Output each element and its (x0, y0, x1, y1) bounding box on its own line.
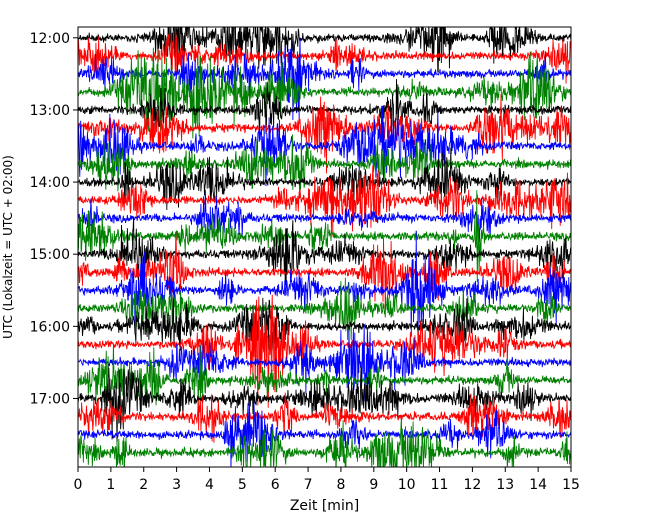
trace-3 (78, 47, 571, 139)
plot-frame (77, 26, 572, 468)
x-tick-label: 8 (336, 477, 345, 493)
y-tick-label: 12:00 (30, 31, 70, 47)
x-tick-label: 15 (562, 477, 580, 493)
trace-23 (78, 415, 571, 467)
y-tick-label: 15:00 (30, 247, 70, 263)
trace-9 (78, 165, 571, 237)
trace-group (78, 27, 571, 467)
x-axis: 0 1 2 3 4 5 6 7 8 9 10 11 12 13 14 15 (74, 467, 580, 493)
trace-5 (78, 94, 571, 174)
trace-17 (78, 294, 571, 408)
x-tick-label: 9 (369, 477, 378, 493)
trace-11 (78, 190, 571, 283)
x-tick-label: 7 (304, 477, 313, 493)
trace-2 (78, 33, 571, 124)
trace-22 (78, 400, 571, 467)
trace-18 (78, 324, 571, 402)
x-tick-label: 13 (496, 477, 514, 493)
y-tick-label: 17:00 (30, 391, 70, 407)
x-tick-label: 14 (529, 477, 547, 493)
x-tick-label: 0 (74, 477, 83, 493)
y-tick-label: 16:00 (30, 319, 70, 335)
x-tick-label: 5 (238, 477, 247, 493)
trace-14 (78, 230, 571, 342)
trace-6 (78, 105, 571, 187)
x-axis-label: Zeit [min] (290, 498, 359, 514)
trace-21 (78, 392, 571, 443)
x-tick-label: 4 (205, 477, 214, 493)
y-axis: 12:00 13:00 14:00 15:00 16:00 17:00 (30, 31, 78, 407)
y-tick-label: 14:00 (30, 175, 70, 191)
x-tick-label: 6 (271, 477, 280, 493)
trace-0 (78, 27, 571, 75)
y-axis-label: UTC (Lokalzeit = UTC + 02:00) (1, 155, 15, 339)
trace-13 (78, 232, 571, 310)
trace-16 (78, 294, 571, 354)
trace-7 (78, 134, 571, 196)
trace-1 (78, 30, 571, 84)
x-tick-label: 2 (139, 477, 148, 493)
x-tick-label: 12 (463, 477, 481, 493)
trace-19 (78, 343, 571, 414)
trace-12 (78, 216, 571, 301)
x-tick-label: 1 (106, 477, 115, 493)
x-tick-label: 10 (398, 477, 416, 493)
trace-20 (78, 364, 571, 445)
y-tick-label: 13:00 (30, 103, 70, 119)
x-tick-label: 3 (172, 477, 181, 493)
trace-10 (78, 189, 571, 244)
trace-15 (78, 277, 571, 340)
x-tick-label: 11 (431, 477, 449, 493)
